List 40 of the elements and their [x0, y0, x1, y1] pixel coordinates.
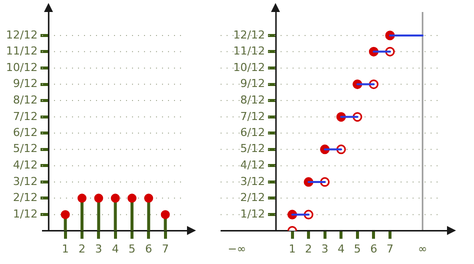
x-tick-label: −∞ [228, 242, 246, 256]
x-tick-label: 4 [338, 242, 345, 256]
y-tick-label: 2/12 [12, 191, 38, 204]
y-tick-label: 11/12 [6, 44, 38, 58]
x-tick-label: 7 [386, 242, 394, 256]
y-tick-label: 12/12 [6, 28, 38, 42]
y-tick-label: 11/12 [233, 44, 265, 58]
y-tick-label: 10/12 [233, 60, 265, 74]
y-tick-label: 5/12 [240, 142, 265, 156]
y-tick-label: 4/12 [240, 158, 265, 172]
y-tick-label: 1/12 [240, 207, 265, 220]
y-tick-label: 8/12 [240, 93, 265, 106]
y-tick-label: 7/12 [12, 110, 38, 123]
y-tick-label: 1/12 [12, 207, 38, 220]
y-tick-label: 2/12 [240, 191, 265, 204]
x-tick-label: 6 [370, 242, 378, 256]
y-tick-label: 10/12 [6, 60, 38, 74]
y-tick-label: 6/12 [240, 126, 265, 139]
y-tick-label: 4/12 [12, 158, 38, 172]
x-tick-label: 7 [162, 242, 169, 256]
x-tick-label: 5 [354, 242, 361, 256]
y-tick-label: 9/12 [240, 77, 265, 90]
x-tick-label: 4 [112, 242, 119, 256]
x-tick-label: 3 [321, 242, 328, 256]
y-tick-label: 7/12 [240, 110, 265, 123]
y-tick-label: 3/12 [12, 174, 38, 188]
x-tick-label: 6 [145, 242, 152, 256]
y-tick-label: 8/12 [12, 93, 38, 106]
x-tick-label: ∞ [418, 242, 428, 256]
y-tick-label: 5/12 [12, 142, 38, 156]
y-tick-label: 3/12 [240, 174, 265, 188]
x-tick-label: 1 [62, 242, 69, 256]
x-tick-label: 2 [78, 242, 86, 256]
y-tick-label: 12/12 [233, 28, 265, 42]
y-tick-label: 6/12 [12, 126, 38, 139]
x-tick-label: 5 [128, 242, 136, 256]
x-tick-label: 1 [288, 242, 296, 256]
x-tick-label: 2 [305, 242, 312, 256]
x-tick-label: 3 [95, 242, 102, 256]
y-tick-label: 9/12 [12, 77, 38, 90]
